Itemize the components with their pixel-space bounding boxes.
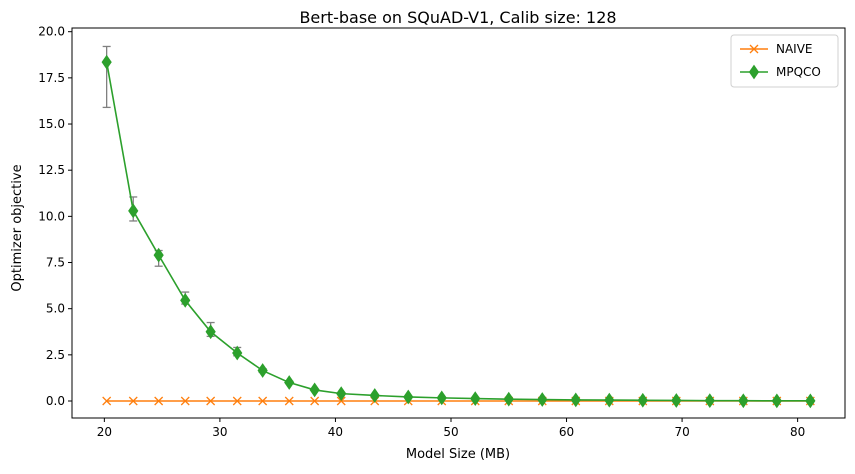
y-axis-label: Optimizer objective [10,164,25,291]
chart-title: Bert-base on SQuAD-V1, Calib size: 128 [299,8,616,27]
naive-point-8-stroke-b [310,396,320,406]
naive-point-9-stroke-b [336,396,346,406]
legend-marker-naive-stroke-b [749,44,759,54]
mpqco-point-4 [205,324,216,340]
x-tick-label-0: 20 [97,425,112,439]
y-tick-label-4: 10.0 [38,209,65,223]
mpqco-point-14 [503,391,514,407]
series-mpqco [101,45,816,409]
y-tick-label-6: 15.0 [38,117,65,131]
plot-area [101,45,816,409]
x-tick-label-5: 70 [674,425,689,439]
mpqco-point-8 [309,382,320,398]
mpqco-point-23 [805,393,816,409]
legend-box [730,34,839,88]
y-tick-label-0: 0.0 [46,394,65,408]
axes-group: 20 30 40 50 60 70 80 0.0 2.5 5.0 7.5 10.0 12.5 15.0 17… [38,25,805,439]
x-axis-label: Model Size (MB) [406,447,510,462]
legend-label-mpqco: MPQCO [776,65,821,79]
x-tick-label-6: 80 [790,425,805,439]
mpqco-point-6 [257,363,268,378]
mpqco-point-21 [738,393,749,409]
legend-marker-naive [749,44,759,54]
mpqco-point-18 [637,392,648,408]
naive-point-3 [180,396,190,406]
mpqco-point-10 [369,388,380,403]
mpqco-point-12 [436,390,447,406]
naive-point-0 [102,396,112,406]
naive-point-6-stroke-b [258,396,268,406]
naive-point-5 [232,396,242,406]
mpqco-point-15 [537,392,548,407]
x-tick-label-3: 50 [443,425,458,439]
naive-point-1-stroke-b [128,396,138,406]
naive-point-2 [154,396,164,406]
mpqco-point-5 [232,345,243,361]
naive-point-5-stroke-b [232,396,242,406]
mpqco-point-9 [336,386,347,402]
mpqco-point-3 [180,292,191,308]
mpqco-point-7 [284,375,295,390]
naive-point-8 [310,396,320,406]
y-tick-label-8: 20.0 [38,25,65,39]
mpqco-point-16 [570,392,581,408]
mpqco-point-2 [153,247,164,263]
y-tick-label-2: 5.0 [46,302,65,316]
naive-point-3-stroke-b [180,396,190,406]
y-tick-label-1: 2.5 [46,348,65,362]
legend-label-naive: NAIVE [776,42,813,56]
naive-point-6 [258,396,268,406]
x-tick-label-1: 30 [212,425,227,439]
mpqco-point-17 [604,392,615,408]
mpqco-line [105,62,811,402]
x-tick-label-2: 40 [328,425,343,439]
y-tick-label-3: 7.5 [46,256,65,270]
x-tick-label-4: 60 [559,425,574,439]
mpqco-point-11 [403,389,414,405]
naive-point-7-stroke-b [284,396,294,406]
y-tick-label-5: 12.5 [38,163,65,177]
plot-frame [71,27,846,419]
mpqco-point-0 [101,54,112,70]
naive-point-0-stroke-b [102,396,112,406]
naive-point-4 [206,396,216,406]
naive-point-9 [336,396,346,406]
naive-point-7 [284,396,294,406]
mpqco-point-22 [771,393,782,409]
y-tick-label-7: 17.5 [38,71,65,85]
legend-marker-mpqco [748,64,760,80]
naive-point-1 [128,396,138,406]
mpqco-point-20 [704,393,715,409]
naive-point-4-stroke-b [206,396,216,406]
legend: NAIVE MPQCO [730,34,839,88]
mpqco-point-13 [470,391,481,406]
mpqco-point-19 [671,393,682,408]
naive-point-2-stroke-b [154,396,164,406]
mpqco-point-1 [128,203,139,219]
